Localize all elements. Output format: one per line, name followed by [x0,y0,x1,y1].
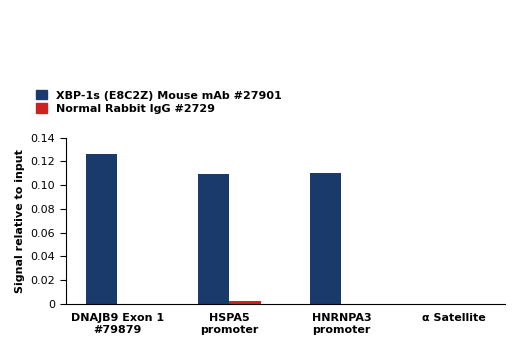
Bar [229,301,261,304]
Y-axis label: Signal relative to input: Signal relative to input [15,149,25,293]
Bar [86,154,117,304]
Legend: XBP-1s (E8C2Z) Mouse mAb #27901, Normal Rabbit IgG #2729: XBP-1s (E8C2Z) Mouse mAb #27901, Normal … [36,90,282,114]
Bar [310,173,342,304]
Bar [198,174,229,304]
